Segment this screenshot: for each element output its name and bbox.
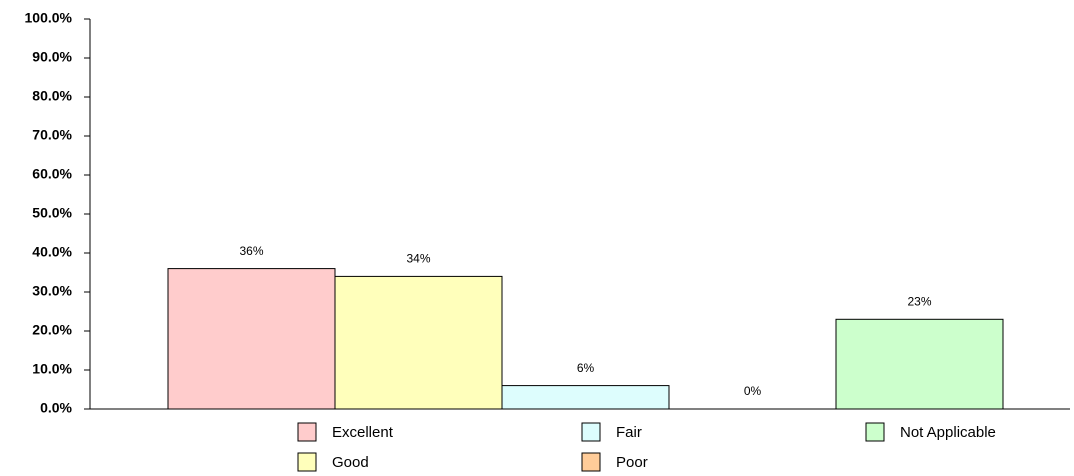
bar [835,318,1004,410]
y-tick-label: 0.0% [40,400,72,416]
y-tick-label: 10.0% [32,361,72,377]
legend-label: Excellent [332,424,394,441]
legend-label: Good [332,454,369,471]
legend-swatch [581,452,601,472]
legend-swatch [581,422,601,442]
legend-swatch [297,422,317,442]
bar [167,268,336,410]
y-tick-label: 50.0% [32,205,72,221]
value-label: 6% [577,361,595,375]
legend-swatch [865,422,885,442]
value-label: 36% [239,244,263,258]
legend-label: Poor [616,454,648,471]
y-tick-label: 60.0% [32,166,72,182]
value-label: 34% [406,252,430,266]
y-tick-label: 90.0% [32,49,72,65]
value-label: 0% [744,384,762,398]
legend-label: Fair [616,424,642,441]
y-tick-label: 100.0% [25,10,73,26]
y-tick-label: 80.0% [32,88,72,104]
y-tick-label: 40.0% [32,244,72,260]
legend-label: Not Applicable [900,424,996,441]
bar [501,385,670,410]
bar [334,275,503,410]
value-label: 23% [907,294,931,308]
y-tick-label: 30.0% [32,283,72,299]
y-tick-label: 20.0% [32,322,72,338]
y-tick-label: 70.0% [32,127,72,143]
legend-swatch [297,452,317,472]
